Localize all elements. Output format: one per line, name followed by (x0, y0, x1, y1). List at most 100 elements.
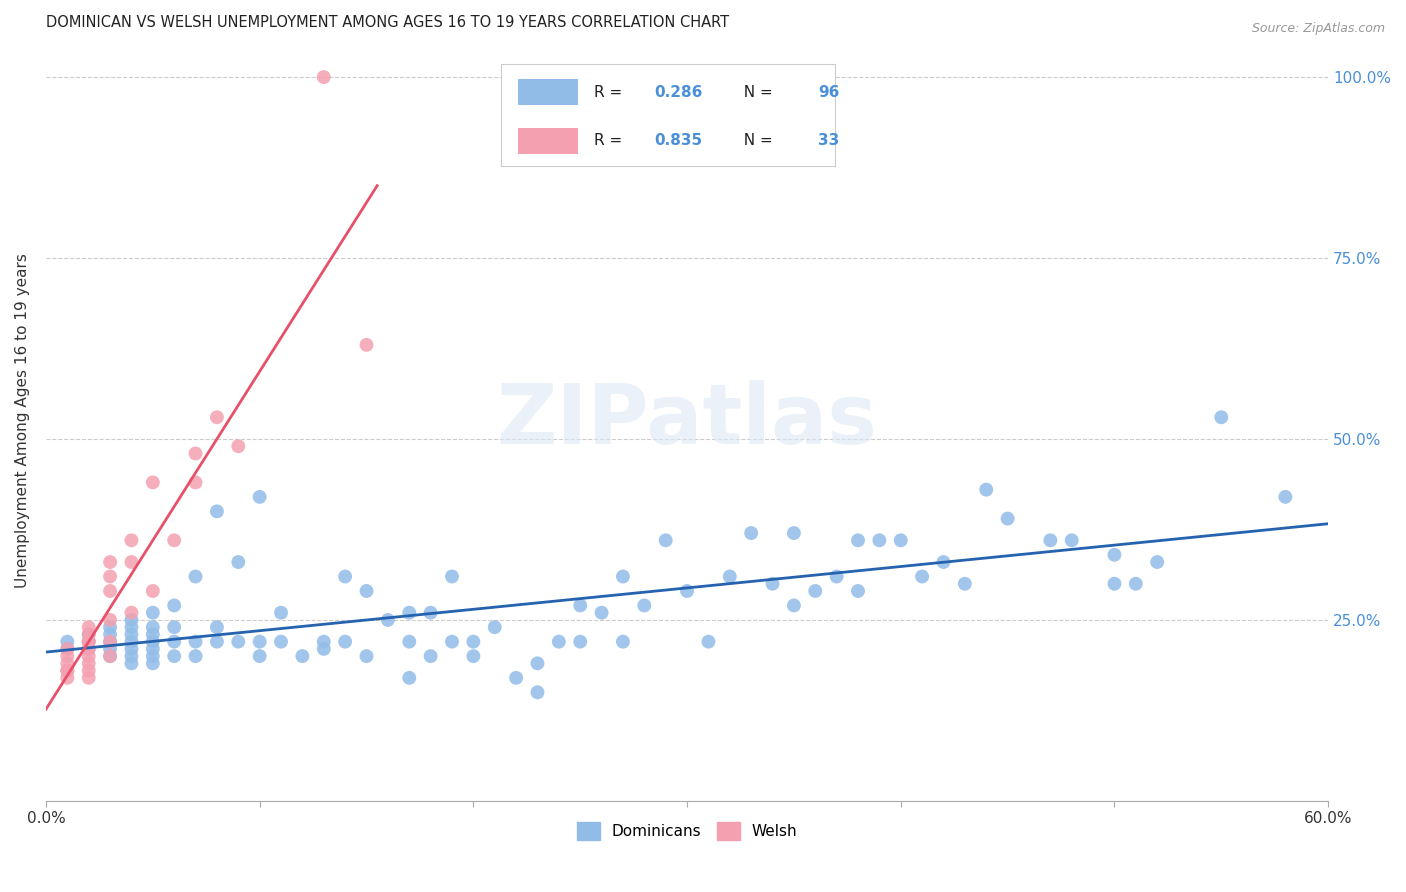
Point (612, 569, 634, 583)
Point (184, 649, 207, 664)
Point (163, 533, 186, 548)
Point (205, 634, 228, 648)
Point (398, 671, 420, 685)
Point (205, 620, 228, 634)
Point (463, 634, 485, 648)
Point (654, 533, 676, 548)
Point (142, 627, 165, 641)
Point (633, 599, 655, 613)
Point (142, 634, 165, 648)
Point (120, 613, 142, 627)
Point (77, 641, 100, 656)
Point (77, 634, 100, 648)
Point (846, 584, 869, 599)
Point (270, 634, 292, 648)
Point (98, 634, 121, 648)
Point (356, 584, 378, 599)
Point (163, 620, 186, 634)
Point (226, 634, 249, 648)
Point (1104, 548, 1126, 562)
Point (291, 649, 314, 664)
Text: ZIPatlas: ZIPatlas (496, 380, 877, 461)
Y-axis label: Unemployment Among Ages 16 to 19 years: Unemployment Among Ages 16 to 19 years (15, 253, 30, 589)
Point (77, 634, 100, 648)
Point (226, 555, 249, 569)
Text: DOMINICAN VS WELSH UNEMPLOYMENT AMONG AGES 16 TO 19 YEARS CORRELATION CHART: DOMINICAN VS WELSH UNEMPLOYMENT AMONG AG… (46, 15, 730, 30)
Point (846, 533, 869, 548)
Point (1125, 576, 1147, 591)
Point (98, 649, 121, 664)
Point (184, 446, 207, 460)
Point (56, 641, 79, 656)
Point (612, 634, 634, 648)
Point (56, 641, 79, 656)
Point (163, 649, 186, 664)
Point (333, 634, 356, 648)
Point (783, 599, 806, 613)
Point (120, 649, 142, 664)
Point (333, 569, 356, 583)
Point (740, 526, 762, 541)
Point (77, 641, 100, 656)
Point (77, 627, 100, 641)
Point (77, 649, 100, 664)
Point (890, 533, 912, 548)
Point (591, 606, 613, 620)
Point (120, 620, 142, 634)
Point (312, 641, 335, 656)
Point (419, 606, 441, 620)
Point (98, 569, 121, 583)
Point (974, 483, 997, 497)
Point (911, 569, 934, 583)
Point (440, 569, 463, 583)
Point (312, 70, 335, 84)
Point (77, 664, 100, 678)
Point (120, 606, 142, 620)
Point (98, 641, 121, 656)
Text: Source: ZipAtlas.com: Source: ZipAtlas.com (1251, 22, 1385, 36)
Point (56, 657, 79, 671)
Point (1104, 576, 1126, 591)
Legend: Dominicans, Welsh: Dominicans, Welsh (571, 815, 804, 847)
Point (953, 576, 976, 591)
Point (312, 634, 335, 648)
Point (56, 634, 79, 648)
Point (1211, 410, 1233, 425)
Point (226, 439, 249, 453)
Point (142, 657, 165, 671)
Point (484, 620, 506, 634)
Point (205, 410, 228, 425)
Point (398, 606, 420, 620)
Point (142, 641, 165, 656)
Point (440, 634, 463, 648)
Point (142, 649, 165, 664)
Point (804, 584, 827, 599)
Point (98, 555, 121, 569)
Point (718, 569, 741, 583)
Point (120, 641, 142, 656)
Point (163, 634, 186, 648)
Point (98, 634, 121, 648)
Point (377, 613, 399, 627)
Point (997, 511, 1019, 525)
Point (56, 664, 79, 678)
Point (142, 606, 165, 620)
Point (56, 649, 79, 664)
Point (932, 555, 955, 569)
Point (56, 671, 79, 685)
Point (77, 620, 100, 634)
Point (184, 569, 207, 583)
Point (783, 526, 806, 541)
Point (526, 685, 548, 699)
Point (697, 634, 720, 648)
Point (356, 649, 378, 664)
Point (77, 634, 100, 648)
Point (398, 634, 420, 648)
Point (761, 576, 783, 591)
Point (184, 634, 207, 648)
Point (270, 606, 292, 620)
Point (825, 569, 848, 583)
Point (868, 533, 890, 548)
Point (1039, 533, 1062, 548)
Point (249, 490, 271, 504)
